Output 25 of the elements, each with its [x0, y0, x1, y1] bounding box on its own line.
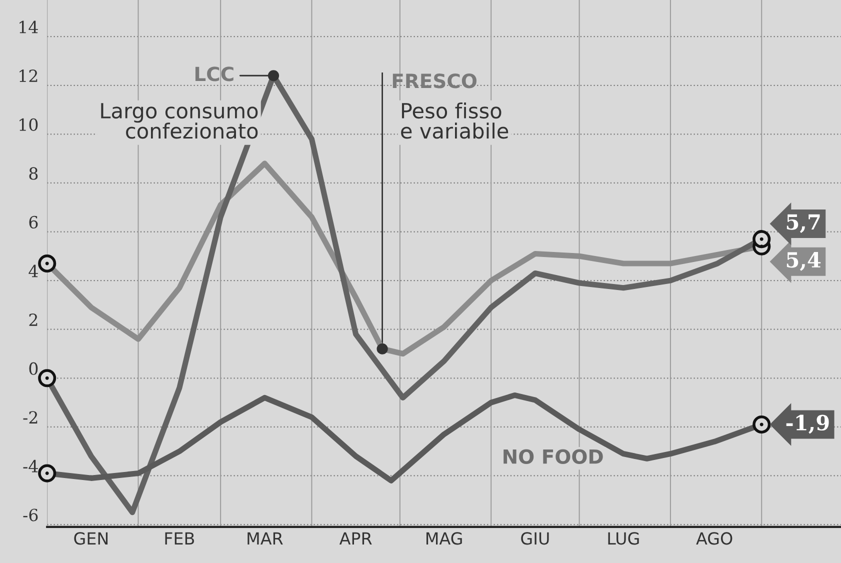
annotation: Peso fisso e variabile: [401, 102, 508, 139]
y-tick-label: 12: [20, 70, 38, 82]
annotation: Largo consumo confezionato: [101, 103, 258, 139]
y-tick-label: 0: [29, 362, 38, 375]
y-tick-label: 2: [29, 314, 38, 326]
x-tick-label: LUG: [608, 532, 639, 545]
x-tick-label: GEN: [74, 532, 108, 545]
y-tick-label: 8: [29, 167, 38, 180]
data-label: -1,9: [786, 414, 829, 434]
data-label: 5,4: [786, 252, 821, 271]
x-tick-label: GIU: [521, 532, 549, 545]
y-tick-label: -2: [23, 411, 38, 424]
y-tick-label: 14: [20, 20, 38, 34]
data-label: 5,7: [786, 214, 820, 233]
x-tick-label: FEB: [165, 532, 194, 544]
x-tick-label: MAG: [426, 532, 462, 545]
y-tick-label: 10: [20, 118, 38, 131]
y-tick-label: 6: [29, 216, 38, 229]
x-tick-label: MAR: [248, 532, 283, 544]
x-tick-label: APR: [339, 532, 372, 544]
y-tick-label: 4: [28, 264, 38, 278]
y-tick-label: -6: [23, 508, 38, 522]
y-tick-label: -4: [23, 460, 38, 472]
x-tick-label: AGO: [696, 532, 732, 545]
annotation: NO FOOD: [504, 449, 603, 464]
